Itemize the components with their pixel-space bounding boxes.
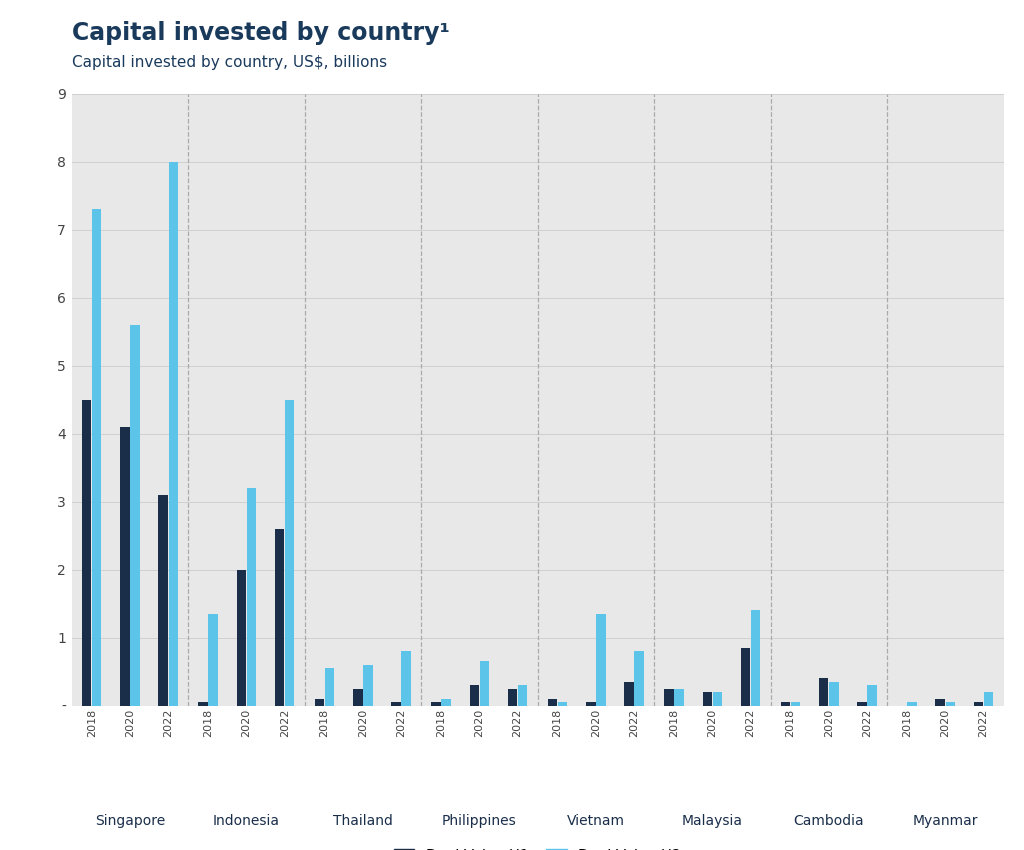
Text: Capital invested by country, US$, billions: Capital invested by country, US$, billio… [72, 55, 387, 71]
Bar [237, 570, 246, 706]
Bar [635, 651, 644, 706]
Bar [199, 702, 208, 705]
Bar [518, 685, 527, 706]
Text: Philippines: Philippines [442, 814, 517, 828]
Text: Capital invested by country¹: Capital invested by country¹ [72, 21, 450, 45]
Bar [169, 162, 178, 705]
Bar [209, 614, 218, 705]
Bar [159, 495, 168, 706]
Bar [364, 665, 373, 706]
Bar [936, 699, 945, 705]
Bar [470, 685, 479, 706]
Bar [247, 488, 256, 706]
Bar [548, 699, 557, 705]
Bar [907, 702, 916, 705]
Bar [665, 688, 674, 705]
Bar [82, 400, 91, 706]
Bar [120, 427, 130, 706]
Bar [945, 702, 955, 705]
Bar [984, 692, 993, 706]
Bar [391, 702, 400, 705]
Bar [130, 325, 139, 706]
Bar [819, 678, 828, 706]
Bar [508, 688, 517, 705]
Bar [596, 614, 605, 705]
Bar [431, 702, 440, 705]
Bar [401, 651, 411, 706]
Bar [314, 699, 325, 705]
Text: Thailand: Thailand [333, 814, 393, 828]
Bar [353, 688, 362, 705]
Bar [558, 702, 567, 705]
Text: Indonesia: Indonesia [213, 814, 280, 828]
Legend: Deal Value H1, Deal Value H2: Deal Value H1, Deal Value H2 [388, 843, 687, 850]
Bar [441, 699, 451, 705]
Bar [92, 209, 101, 706]
Bar [829, 682, 839, 706]
Bar [867, 685, 877, 706]
Bar [791, 702, 801, 705]
Bar [702, 692, 712, 706]
Bar [274, 529, 285, 706]
Text: Vietnam: Vietnam [567, 814, 625, 828]
Bar [740, 648, 751, 706]
Bar [285, 400, 295, 706]
Bar [713, 692, 722, 706]
Bar [974, 702, 983, 705]
Bar [675, 688, 684, 705]
Bar [479, 661, 489, 706]
Text: Cambodia: Cambodia [794, 814, 864, 828]
Text: Myanmar: Myanmar [912, 814, 978, 828]
Text: Singapore: Singapore [95, 814, 165, 828]
Bar [625, 682, 634, 706]
Bar [325, 668, 335, 706]
Bar [751, 610, 761, 706]
Bar [857, 702, 866, 705]
Bar [586, 702, 596, 705]
Bar [780, 702, 791, 705]
Text: Malaysia: Malaysia [682, 814, 742, 828]
